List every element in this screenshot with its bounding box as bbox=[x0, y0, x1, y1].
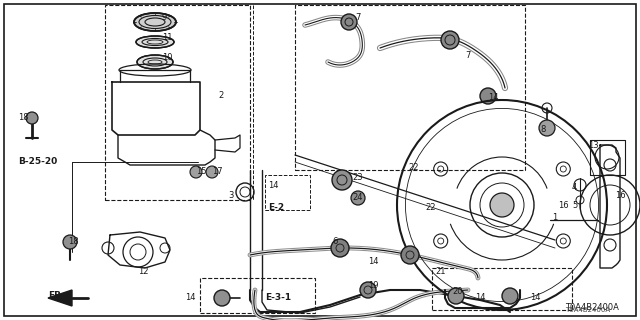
Text: 2: 2 bbox=[218, 91, 223, 100]
Bar bbox=[295, 5, 525, 170]
Bar bbox=[265, 175, 310, 210]
Circle shape bbox=[190, 166, 202, 178]
Circle shape bbox=[63, 235, 77, 249]
Bar bbox=[432, 268, 572, 310]
Text: 8: 8 bbox=[540, 125, 545, 134]
Circle shape bbox=[214, 290, 230, 306]
Text: 15: 15 bbox=[196, 167, 207, 177]
Text: 7: 7 bbox=[465, 51, 470, 60]
Text: 17: 17 bbox=[212, 167, 223, 177]
Text: 4: 4 bbox=[572, 183, 577, 193]
Circle shape bbox=[480, 88, 496, 104]
Circle shape bbox=[539, 120, 555, 136]
Circle shape bbox=[332, 170, 352, 190]
Text: 24: 24 bbox=[352, 194, 362, 203]
Text: 14: 14 bbox=[488, 93, 499, 102]
Circle shape bbox=[401, 246, 419, 264]
Text: E-3-1: E-3-1 bbox=[265, 293, 291, 302]
Text: 10: 10 bbox=[162, 53, 173, 62]
Text: 19: 19 bbox=[368, 281, 378, 290]
Text: 16: 16 bbox=[558, 201, 568, 210]
Ellipse shape bbox=[136, 36, 174, 48]
Circle shape bbox=[502, 288, 518, 304]
Bar bbox=[105, 5, 250, 200]
Text: 14: 14 bbox=[530, 293, 541, 302]
Text: 22: 22 bbox=[425, 204, 435, 212]
Circle shape bbox=[448, 288, 464, 304]
Text: 14: 14 bbox=[368, 258, 378, 267]
Text: 14: 14 bbox=[475, 293, 486, 302]
Text: 5: 5 bbox=[572, 201, 577, 210]
Circle shape bbox=[351, 191, 365, 205]
Circle shape bbox=[490, 193, 514, 217]
Text: 9: 9 bbox=[162, 13, 167, 22]
Circle shape bbox=[206, 166, 218, 178]
Circle shape bbox=[331, 239, 349, 257]
Text: FR.: FR. bbox=[48, 291, 65, 300]
Circle shape bbox=[360, 282, 376, 298]
Text: 16: 16 bbox=[615, 190, 626, 199]
Text: 18: 18 bbox=[68, 237, 79, 246]
Text: 3: 3 bbox=[228, 190, 234, 199]
Text: 18: 18 bbox=[18, 114, 29, 123]
Circle shape bbox=[441, 31, 459, 49]
Bar bbox=[200, 278, 315, 313]
Text: 23: 23 bbox=[352, 173, 363, 182]
Text: 7: 7 bbox=[355, 13, 360, 22]
Ellipse shape bbox=[134, 13, 176, 31]
Circle shape bbox=[341, 14, 357, 30]
Polygon shape bbox=[48, 290, 72, 306]
Text: T0A4B2400A: T0A4B2400A bbox=[565, 307, 610, 313]
Text: 21: 21 bbox=[435, 268, 445, 276]
Text: T0A4B2400A: T0A4B2400A bbox=[565, 303, 619, 313]
Text: 13: 13 bbox=[588, 140, 598, 149]
Text: 6: 6 bbox=[332, 237, 337, 246]
Text: 1: 1 bbox=[552, 213, 557, 222]
Text: 11: 11 bbox=[162, 34, 173, 43]
Text: 12: 12 bbox=[138, 268, 148, 276]
Text: 22: 22 bbox=[408, 164, 419, 172]
Circle shape bbox=[345, 18, 353, 26]
Text: 14: 14 bbox=[185, 293, 195, 302]
Circle shape bbox=[26, 112, 38, 124]
Ellipse shape bbox=[137, 55, 173, 69]
Text: B-25-20: B-25-20 bbox=[18, 157, 57, 166]
Text: 14: 14 bbox=[268, 180, 278, 189]
Text: 20: 20 bbox=[452, 287, 463, 297]
Text: E-2: E-2 bbox=[268, 204, 284, 212]
